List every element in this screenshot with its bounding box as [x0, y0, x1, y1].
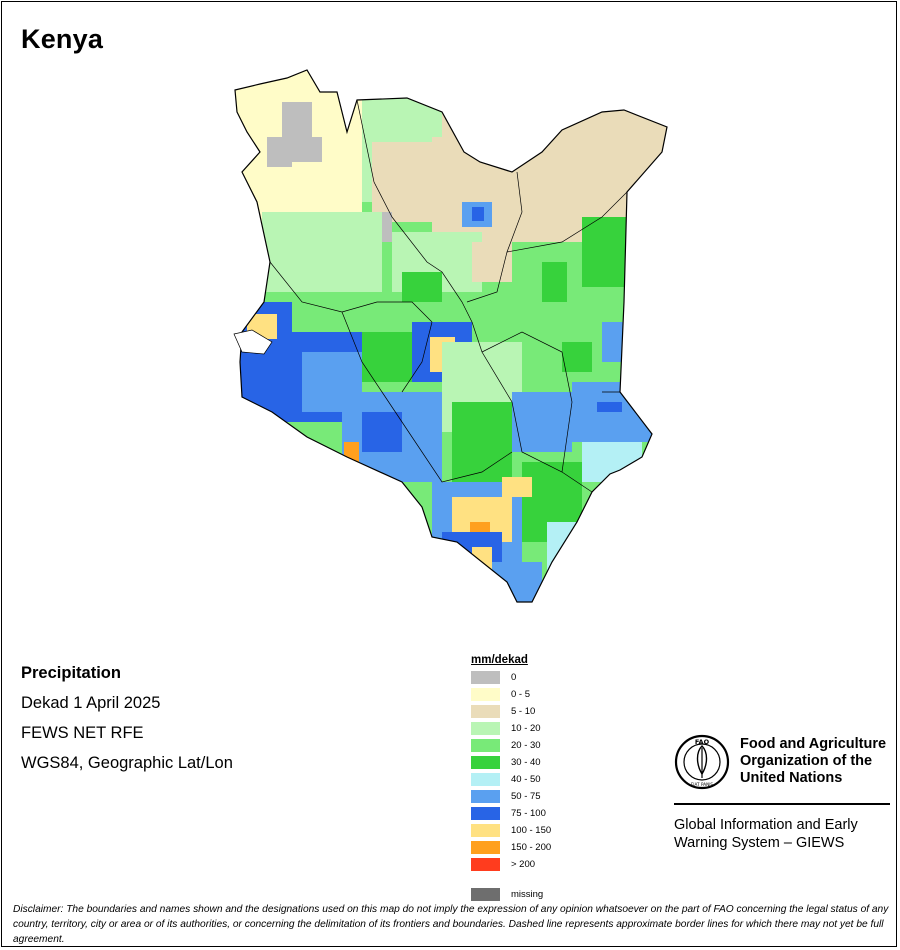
giews-name: Global Information and Early Warning Sys…	[674, 817, 858, 851]
legend-swatch	[471, 756, 500, 769]
legend-swatch	[471, 705, 500, 718]
legend-row: 30 - 40	[471, 755, 541, 772]
legend-rows: 0 0 - 5 5 - 10 10 - 20 20 - 30 30 - 40 40 - 50…	[471, 670, 551, 874]
legend-row: 10 - 20	[471, 721, 541, 738]
precipitation-map	[2, 2, 898, 622]
legend-swatch	[471, 824, 500, 837]
legend-swatch	[471, 790, 500, 803]
legend-row: 0 - 5	[471, 687, 531, 704]
admin-boundaries	[269, 99, 628, 493]
projection-label: WGS84, Geographic Lat/Lon	[21, 754, 233, 772]
legend-swatch	[471, 722, 500, 735]
period-label: Dekad 1 April 2025	[21, 694, 161, 712]
legend-swatch	[471, 688, 500, 701]
legend-row: 20 - 30	[471, 738, 541, 755]
lake-victoria	[233, 329, 273, 355]
legend-row: > 200	[471, 857, 535, 874]
legend-swatch	[471, 739, 500, 752]
branding-divider	[674, 803, 890, 805]
legend-swatch	[471, 807, 500, 820]
legend-swatch	[471, 773, 500, 786]
variable-heading: Precipitation	[21, 664, 121, 682]
legend-label: > 200	[511, 859, 536, 870]
source-label: FEWS NET RFE	[21, 724, 144, 742]
disclaimer: Disclaimer: The boundaries and names sho…	[13, 904, 889, 945]
legend-label: 30 - 40	[511, 757, 541, 768]
legend-label: 0 - 5	[511, 689, 531, 700]
kenya-map-svg	[233, 69, 668, 603]
fao-logo-icon: FAO FIAT PANIS	[674, 734, 730, 790]
legend-label: 150 - 200	[511, 842, 552, 853]
fao-logo-text: FAO	[695, 738, 710, 746]
map-title: Kenya	[21, 24, 104, 54]
legend-label-missing: missing	[511, 889, 544, 900]
legend-swatch	[471, 858, 500, 871]
fao-org-name: Food and Agriculture Organization of the…	[740, 736, 887, 786]
legend-label: 50 - 75	[511, 791, 541, 802]
rainfall-raster	[235, 70, 667, 602]
legend-swatch-missing	[471, 888, 500, 901]
fao-logo-motto: FIAT PANIS	[691, 782, 714, 787]
legend-row: 100 - 150	[471, 823, 551, 840]
legend-unit: mm/dekad	[471, 654, 528, 666]
legend: mm/dekad 0 0 - 5 5 - 10 10 - 20 20 - 30 30 - …	[471, 654, 551, 901]
legend-label: 5 - 10	[511, 706, 536, 717]
legend-label: 20 - 30	[511, 740, 541, 751]
legend-row: 50 - 75	[471, 789, 541, 806]
legend-label: 0	[511, 672, 517, 683]
legend-row: 5 - 10	[471, 704, 535, 721]
legend-label: 10 - 20	[511, 723, 541, 734]
legend-label: 40 - 50	[511, 774, 541, 785]
legend-row: 150 - 200	[471, 840, 551, 857]
legend-swatch	[471, 671, 500, 684]
legend-swatch	[471, 841, 500, 854]
legend-label: 100 - 150	[511, 825, 552, 836]
map-info-block: Precipitation Dekad 1 April 2025 FEWS NE…	[21, 658, 233, 778]
legend-row: 40 - 50	[471, 772, 541, 789]
legend-row: 75 - 100	[471, 806, 546, 823]
legend-row: 0	[471, 670, 528, 687]
legend-label: 75 - 100	[511, 808, 546, 819]
